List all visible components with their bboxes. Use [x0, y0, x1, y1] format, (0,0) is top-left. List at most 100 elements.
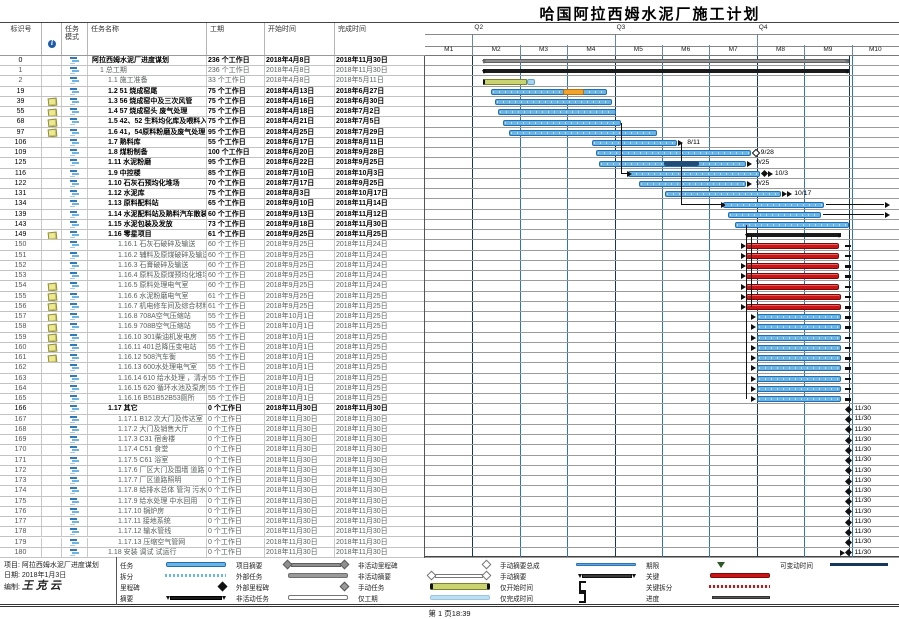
- task-finish-cell[interactable]: 2018年7月5日: [336, 118, 381, 126]
- task-name-cell[interactable]: 1.17.3 C31 宿舍楼: [88, 435, 207, 445]
- task-name-cell[interactable]: 1.17.1 B12 次大门及传达室: [88, 414, 207, 424]
- task-start-cell[interactable]: 2018年11月30日: [265, 476, 335, 486]
- table-row[interactable]: 162 1.16.13 600水处理电气室 55 个工作日 2018年10月1日 201…: [0, 363, 424, 374]
- task-duration-cell[interactable]: 55 个工作日: [207, 394, 265, 404]
- task-start-cell[interactable]: 2018年6月22日: [265, 158, 335, 168]
- table-row[interactable]: 174 1.17.8 给排水总体 管沟 污水 0 个工作日 2018年11月30日 20…: [0, 486, 424, 497]
- task-duration-cell[interactable]: 0 个工作日: [207, 404, 265, 414]
- task-finish-cell[interactable]: 2018年10月3日: [336, 169, 385, 177]
- task-start-cell[interactable]: 2018年9月25日: [265, 240, 335, 250]
- task-bar[interactable]: [756, 334, 841, 341]
- task-finish-cell[interactable]: 2018年11月25日: [336, 313, 388, 321]
- task-start-cell[interactable]: 2018年10月1日: [265, 312, 335, 322]
- task-duration-cell[interactable]: 236 个工作日: [207, 56, 265, 66]
- task-duration-cell[interactable]: 75 个工作日: [207, 117, 265, 127]
- task-start-cell[interactable]: 2018年4月25日: [265, 127, 335, 137]
- task-duration-cell[interactable]: 55 个工作日: [207, 312, 265, 322]
- task-name-cell[interactable]: 1.14 水泥配料站及熟料汽车散装: [88, 209, 207, 219]
- table-row[interactable]: 39 1.3 56 烧成窑中及三次风管 75 个工作日 2018年4月16日 2018年…: [0, 96, 424, 108]
- task-name-cell[interactable]: 1.16.1 石灰石破碎及输送: [88, 240, 207, 250]
- task-bar[interactable]: [502, 119, 621, 126]
- task-name-cell[interactable]: 1.16.2 辅料及原煤破碎及输送: [88, 250, 207, 260]
- task-duration-cell[interactable]: 60 个工作日: [207, 240, 265, 250]
- task-start-cell[interactable]: 2018年11月30日: [265, 445, 335, 455]
- task-finish-cell[interactable]: 2018年11月25日: [336, 292, 388, 300]
- task-duration-cell[interactable]: 75 个工作日: [207, 96, 265, 107]
- table-row[interactable]: 169 1.17.3 C31 宿舍楼 0 个工作日 2018年11月30日 2018年1…: [0, 435, 424, 446]
- task-duration-cell[interactable]: 100 个工作日: [207, 148, 265, 158]
- task-duration-cell[interactable]: 85 个工作日: [207, 168, 265, 178]
- task-bar[interactable]: [756, 396, 841, 403]
- table-row[interactable]: 178 1.17.12 输水管线 0 个工作日 2018年11月30日 2018年11月…: [0, 527, 424, 538]
- task-duration-cell[interactable]: 0 个工作日: [207, 445, 265, 455]
- task-bar[interactable]: [665, 191, 782, 198]
- task-finish-cell[interactable]: 2018年11月12日: [336, 210, 388, 218]
- table-row[interactable]: 159 1.16.10 301柴油机发电房 55 个工作日 2018年10月1日 201…: [0, 332, 424, 343]
- task-name-cell[interactable]: 1.17.2 大门及销售大厅: [88, 424, 207, 435]
- critical-task-bar[interactable]: [746, 283, 840, 290]
- task-name-cell[interactable]: 1 总工期: [88, 66, 207, 76]
- critical-task-bar[interactable]: [746, 304, 841, 310]
- table-row[interactable]: 163 1.16.14 610 给水处理 ，清水池 55 个工作日 2018年10月1…: [0, 373, 424, 384]
- table-row[interactable]: 109 1.8 煤粉制备 100 个工作日 2018年6月20日 2018年9月28日: [0, 148, 424, 159]
- task-finish-cell[interactable]: 2018年11月25日: [336, 395, 388, 403]
- task-start-cell[interactable]: 2018年7月10日: [265, 168, 335, 178]
- task-start-cell[interactable]: 2018年9月25日: [265, 281, 335, 291]
- task-start-cell[interactable]: 2018年11月30日: [265, 486, 335, 496]
- task-name-cell[interactable]: 1.16 零星项目: [88, 230, 207, 240]
- critical-task-bar[interactable]: [746, 293, 841, 300]
- task-name-cell[interactable]: 1.7 熟料库: [88, 137, 207, 148]
- task-start-cell[interactable]: 2018年9月25日: [265, 260, 335, 271]
- task-finish-cell[interactable]: 2018年11月25日: [336, 302, 388, 310]
- task-bar[interactable]: [591, 140, 678, 147]
- task-name-cell[interactable]: 1.16.6 水泥粉磨电气室: [88, 291, 207, 301]
- task-duration-cell[interactable]: 75 个工作日: [207, 189, 265, 199]
- task-finish-cell[interactable]: 2018年11月24日: [336, 272, 388, 280]
- task-bar[interactable]: [756, 375, 841, 382]
- task-duration-cell[interactable]: 75 个工作日: [207, 107, 265, 117]
- task-finish-cell[interactable]: 2018年7月2日: [336, 108, 381, 116]
- task-name-cell[interactable]: 1.16.10 301柴油机发电房: [88, 332, 207, 342]
- table-row[interactable]: 150 1.16.1 石灰石破碎及输送 60 个工作日 2018年9月25日 2018年…: [0, 240, 424, 251]
- task-start-cell[interactable]: 2018年9月18日: [265, 219, 335, 230]
- task-name-cell[interactable]: 1.17.8 给排水总体 管沟 污水: [88, 486, 207, 496]
- task-name-cell[interactable]: 1.17 其它: [88, 404, 207, 414]
- table-row[interactable]: 122 1.10 石灰石预均化堆场 70 个工作日 2018年7月17日 2018年9月…: [0, 178, 424, 190]
- table-row[interactable]: 173 1.17.7 厂区道路照明 0 个工作日 2018年11月30日 2018年11…: [0, 476, 424, 487]
- task-start-cell[interactable]: 2018年9月25日: [265, 230, 335, 240]
- task-duration-cell[interactable]: 0 个工作日: [207, 424, 265, 435]
- table-row[interactable]: 168 1.17.2 大门及销售大厅 0 个工作日 2018年11月30日 2018年1…: [0, 424, 424, 436]
- task-name-cell[interactable]: 1.17.13 压缩空气管网: [88, 537, 207, 547]
- task-name-cell[interactable]: 1.8 煤粉制备: [88, 148, 207, 158]
- table-row[interactable]: 134 1.13 原料配料站 65 个工作日 2018年9月10日 2018年11月14…: [0, 199, 424, 210]
- task-finish-cell[interactable]: 2018年8月11日: [336, 138, 384, 146]
- task-duration-cell[interactable]: 55 个工作日: [207, 373, 265, 383]
- table-row[interactable]: 172 1.17.6 厂区大门及围墙 道路 0 个工作日 2018年11月30日 201…: [0, 465, 424, 477]
- task-name-cell[interactable]: 1.13 原料配料站: [88, 199, 207, 209]
- task-finish-cell[interactable]: 2018年11月30日: [336, 57, 388, 64]
- task-name-cell[interactable]: 1.1 施工准备: [88, 76, 207, 86]
- table-row[interactable]: 171 1.17.5 C61 浴室 0 个工作日 2018年11月30日 2018年11…: [0, 455, 424, 466]
- table-row[interactable]: 164 1.16.15 620 循环水池及泵房 55 个工作日 2018年10月1日 2…: [0, 383, 424, 395]
- table-row[interactable]: 157 1.16.8 708A空气压缩站 55 个工作日 2018年10月1日 2018…: [0, 312, 424, 323]
- table-row[interactable]: 2 1.1 施工准备 33 个工作日 2018年4月8日 2018年5月11日: [0, 76, 424, 87]
- task-start-cell[interactable]: 2018年11月30日: [265, 517, 335, 527]
- task-finish-cell[interactable]: 2018年11月25日: [336, 343, 388, 351]
- task-name-cell[interactable]: 1.16.14 610 给水处理 ，清水池: [88, 373, 207, 383]
- task-duration-cell[interactable]: 0 个工作日: [207, 435, 265, 445]
- task-finish-cell[interactable]: 2018年11月30日: [336, 436, 388, 444]
- task-finish-cell[interactable]: 2018年11月30日: [336, 497, 388, 505]
- task-bar[interactable]: [723, 201, 825, 208]
- summary-bar[interactable]: [746, 233, 841, 237]
- task-duration-cell[interactable]: 75 个工作日: [207, 86, 265, 96]
- task-duration-cell[interactable]: 55 个工作日: [207, 137, 265, 148]
- task-finish-cell[interactable]: 2018年11月30日: [336, 548, 388, 556]
- task-duration-cell[interactable]: 0 个工作日: [207, 537, 265, 547]
- task-name-cell[interactable]: 1.16.9 708B空气压缩站: [88, 322, 207, 332]
- task-duration-cell[interactable]: 0 个工作日: [207, 465, 265, 476]
- task-start-cell[interactable]: 2018年9月25日: [265, 271, 335, 281]
- table-row[interactable]: 154 1.16.5 原料处理电气室 60 个工作日 2018年9月25日 2018年1…: [0, 281, 424, 292]
- task-start-cell[interactable]: 2018年10月1日: [265, 342, 335, 353]
- column-header-duration[interactable]: 工期: [207, 23, 265, 55]
- table-row[interactable]: 166 1.17 其它 0 个工作日 2018年11月30日 2018年11月30日: [0, 404, 424, 415]
